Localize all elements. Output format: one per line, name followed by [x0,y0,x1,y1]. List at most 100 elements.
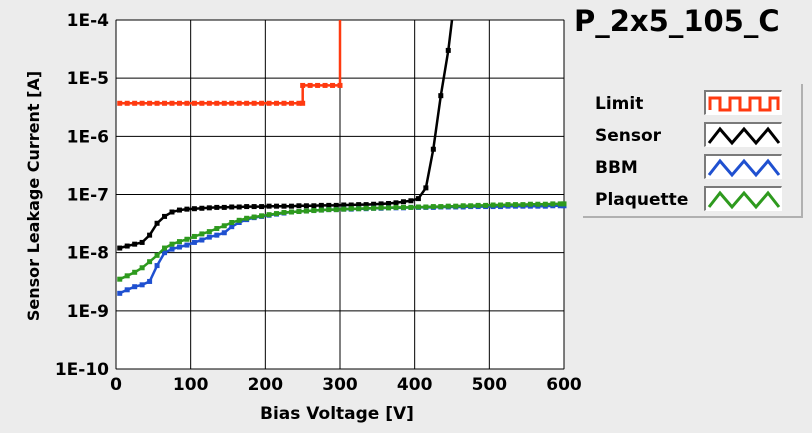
plaquette-point [438,204,444,210]
legend-swatch-bbm [704,154,782,179]
sensor-point [251,204,257,210]
sensor-point [154,220,160,226]
plaquette-point [520,202,526,208]
triangle-wave-icon [707,158,781,178]
limit-point [184,100,190,106]
limit-point [214,100,220,106]
plaquette-point [266,212,272,218]
plaquette-point [535,201,541,207]
plaquette-point [475,202,481,208]
sensor-point [303,203,309,209]
bbm-point [229,224,235,230]
plaquette-point [191,233,197,239]
plaquette-point [139,265,145,271]
plaquette-point [169,241,175,247]
sensor-point [169,209,175,215]
y-tick-label: 1E-4 [67,11,109,31]
sensor-point [386,201,392,207]
sensor-line [119,19,454,250]
legend-swatch-plaquette [704,186,782,211]
sensor-point [393,200,399,206]
limit-point [199,100,205,106]
x-tick-label: 100 [173,375,209,395]
plaquette-point [117,276,123,282]
sensor-point [430,146,436,152]
plaquette-point [415,204,421,210]
legend-item-plaquette[interactable]: Plaquette [583,184,798,214]
sensor-point [326,202,332,208]
limit-point [322,82,328,88]
limit-point [132,100,138,106]
bbm-point [117,290,123,296]
bbm-point [184,242,190,248]
limit-point [221,100,227,106]
plaquette-point [281,210,287,216]
bbm-point [221,230,227,236]
sensor-point [259,204,265,210]
plaquette-point [147,259,153,265]
limit-point [117,100,123,106]
plaquette-point [176,239,182,245]
sensor-point [176,207,182,213]
x-axis-label: Bias Voltage [V] [260,404,414,424]
plaquette-point [251,214,257,220]
limit-point [244,100,250,106]
y-tick-label: 1E-6 [67,127,109,147]
limit-point [206,100,212,106]
chart-title: P_2x5_105_C [574,4,780,38]
plaquette-point [400,204,406,210]
y-tick-label: 1E-9 [67,302,109,322]
triangle-wave-icon [707,126,781,146]
bbm-point [176,244,182,250]
plaquette-point [229,220,235,226]
limit-point [236,100,242,106]
x-tick-label: 600 [546,375,582,395]
legend-item-bbm[interactable]: BBM [583,152,798,182]
sensor-point [236,204,242,210]
x-tick-label: 200 [248,375,284,395]
plaquette-point [386,205,392,211]
legend-item-limit[interactable]: Limit [583,88,798,118]
sensor-point [415,196,421,202]
sensor-point [184,206,190,212]
plaquette-point [445,203,451,209]
bbm-point [162,250,168,256]
sensor-point [408,198,414,204]
legend-item-sensor[interactable]: Sensor [583,120,798,150]
legend: Limit Sensor BBM Plaque [583,84,803,218]
limit-point [251,100,257,106]
plaquette-point [408,204,414,210]
legend-swatch-sensor [704,122,782,147]
sensor-point [288,203,294,209]
plaquette-point [244,215,250,221]
plaquette-point [124,273,130,279]
limit-point [154,100,160,106]
sensor-point [266,203,272,209]
legend-label: BBM [595,158,638,178]
sensor-point [423,185,429,191]
bbm-point [206,234,212,240]
series-limit [117,20,343,106]
plaquette-point [206,229,212,235]
plaquette-point [348,206,354,212]
legend-label: Sensor [595,126,662,146]
plaquette-point [363,205,369,211]
sensor-point [139,239,145,245]
plaquette-point [199,231,205,237]
axis-ticks: 0 100 200 300 400 500 600 1E-4 1E-5 1E-6 1E-7 1E-8 1… [55,11,582,395]
sensor-point [333,202,339,208]
sensor-point [221,204,227,210]
limit-point [139,100,145,106]
plaquette-point [356,206,362,212]
legend-swatch-limit [704,90,782,115]
bbm-point [124,287,130,293]
series-sensor [117,19,454,251]
limit-point [124,100,130,106]
limit-point [296,100,302,106]
plaquette-point [423,204,429,210]
plaquette-point [453,203,459,209]
limit-point [300,82,306,88]
plaquette-point [274,211,280,217]
plaquette-point [303,208,309,214]
